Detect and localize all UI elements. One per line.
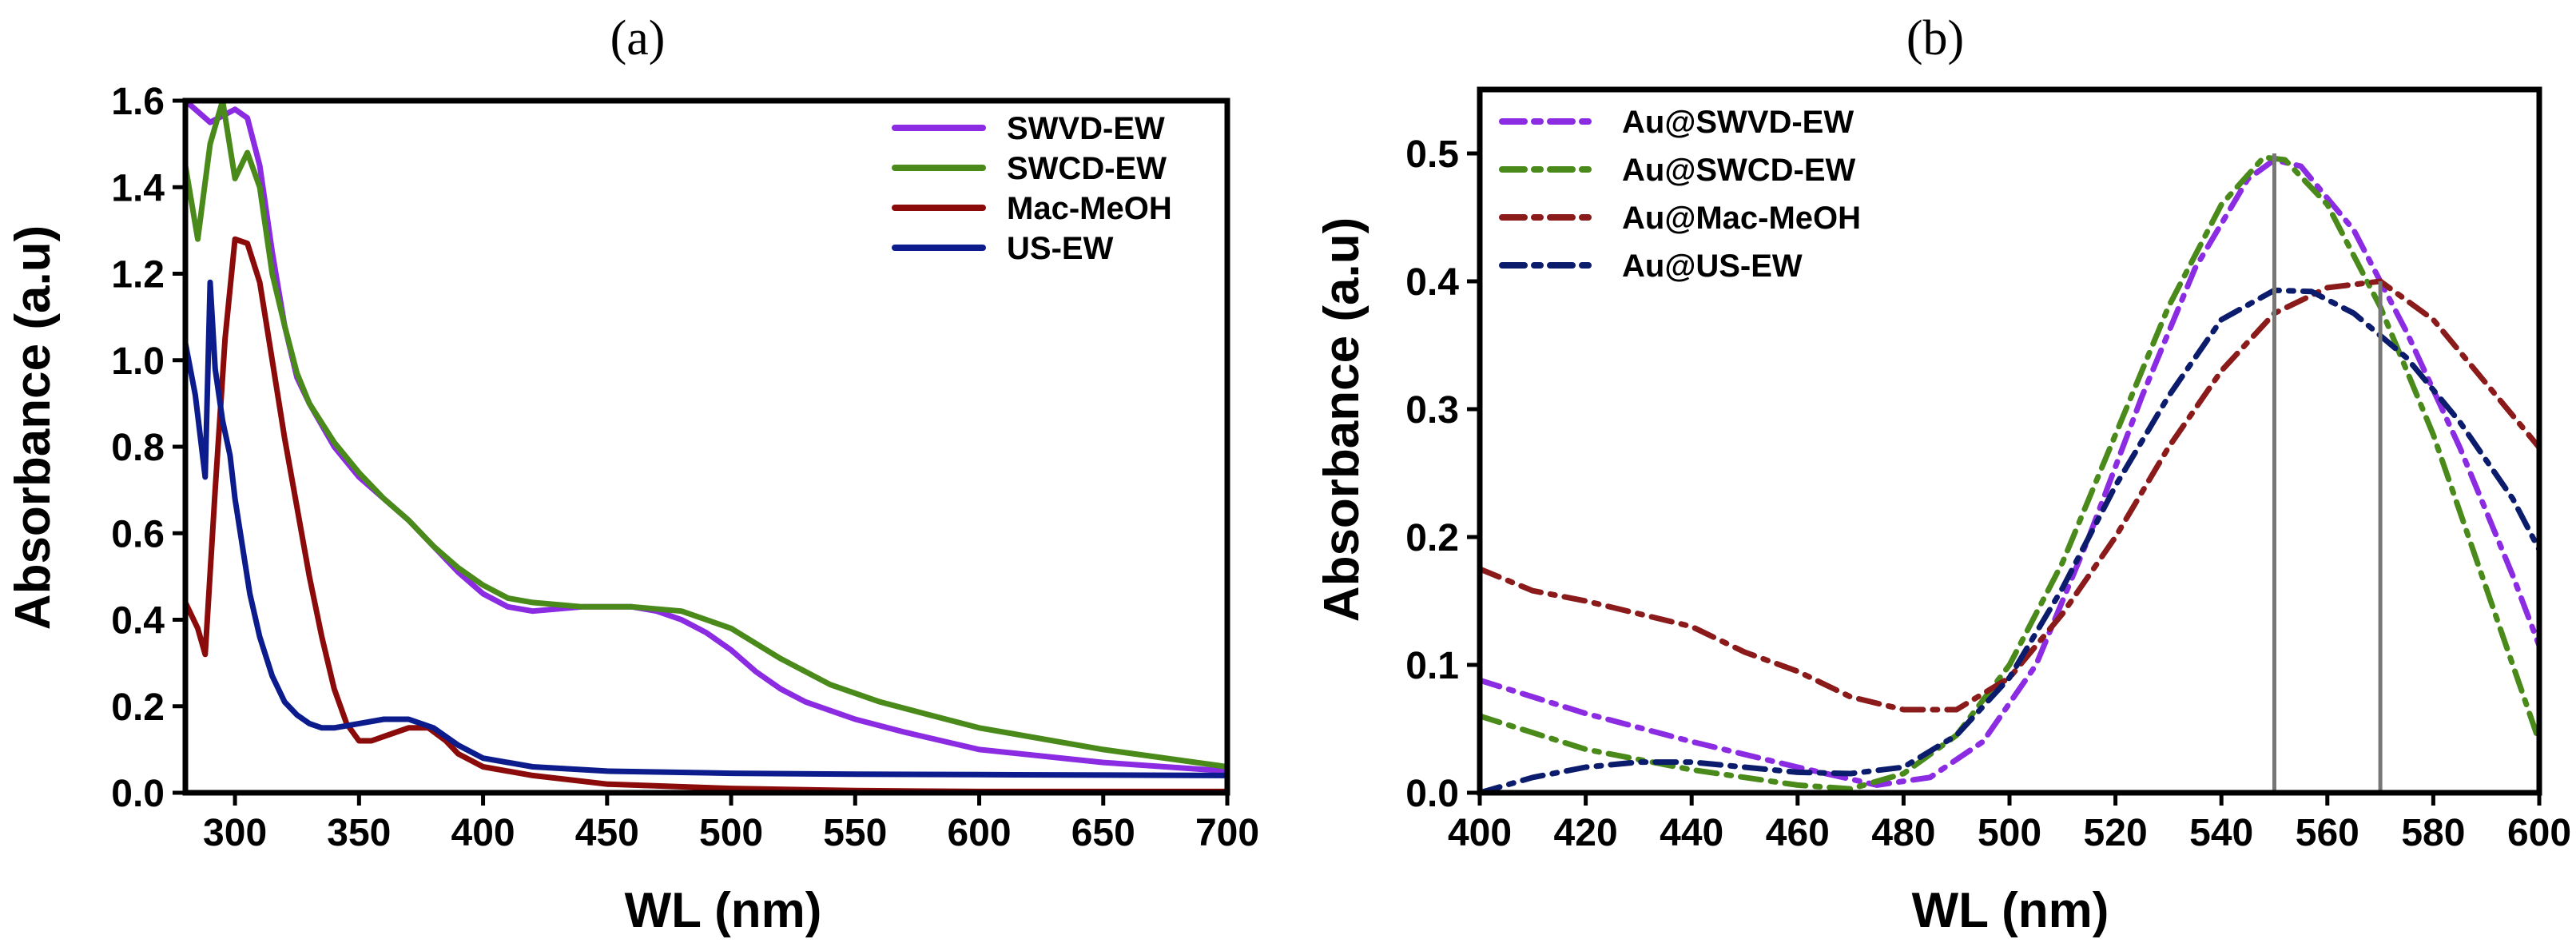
- panel-a-series-line-4: [185, 279, 1227, 778]
- panel-a-y-tick-label: 0.4: [111, 600, 165, 643]
- panel-a-legend-label-3: Mac-MeOH: [1007, 191, 1172, 226]
- panel-a-series-line-2: [185, 101, 1227, 770]
- panel-b-x-tick-label: 580: [2401, 812, 2465, 854]
- panel-b-y-tick-label: 0.4: [1405, 261, 1459, 304]
- panel-b-y-tick-label: 0.5: [1405, 133, 1459, 176]
- panel-b-series: [1480, 153, 2539, 793]
- panel-b-x-axis-title: WL (nm): [1912, 883, 2109, 938]
- panel-a-series-line-1: [185, 101, 1227, 774]
- panel-a-series: [185, 101, 1227, 793]
- panel-a-x-tick-label: 650: [1071, 812, 1135, 854]
- panel-a-x-tick-label: 300: [203, 812, 267, 854]
- panel-a: (a) 300 350 400 450 500 550 600 650 700 0.0 0.2 0.4…: [6, 11, 1259, 938]
- panel-b-axes: 400 420 440 460 480 500 520 540 560 580 600 0.0 0.1 0…: [1405, 86, 2571, 854]
- panel-a-x-tick-label: 400: [451, 812, 515, 854]
- panel-a-y-tick-label: 0.8: [111, 427, 165, 469]
- panel-b-y-tick-label: 0.0: [1405, 773, 1459, 815]
- panel-a-x-tick-label: 550: [823, 812, 887, 854]
- panel-a-y-axis-title: Absorbance (a.u): [6, 225, 61, 630]
- panel-b-series-line-3: [1480, 278, 2539, 713]
- panel-a-x-tick-label: 700: [1195, 812, 1259, 854]
- panel-b-x-tick-label: 500: [1978, 812, 2041, 854]
- panel-b-x-tick-label: 600: [2507, 812, 2571, 854]
- panel-b-x-tick-label: 400: [1448, 812, 1512, 854]
- panel-a-axes: 300 350 400 450 500 550 600 650 700 0.0 0.2 0.4 0.6 0…: [111, 81, 1259, 854]
- panel-b: (b) 400 420 440 460 480 500 520 540 560 580 600 0.0…: [1314, 11, 2571, 938]
- panel-a-legend-label-2: SWCD-EW: [1007, 151, 1167, 186]
- panel-b-y-tick-label: 0.1: [1405, 645, 1459, 687]
- panel-a-x-tick-label: 500: [699, 812, 763, 854]
- panel-b-x-tick-label: 460: [1766, 812, 1830, 854]
- panel-b-legend-label-3: Au@Mac-MeOH: [1622, 201, 1861, 236]
- panel-b-x-tick-label: 540: [2189, 812, 2253, 854]
- panel-a-legend-label-1: SWVD-EW: [1007, 111, 1165, 146]
- panel-b-legend-label-1: Au@SWVD-EW: [1622, 105, 1854, 140]
- panel-a-x-tick-label: 600: [947, 812, 1011, 854]
- panel-b-y-tick-label: 0.3: [1405, 389, 1459, 432]
- panel-b-legend: Au@SWVD-EW Au@SWCD-EW Au@Mac-MeOH Au@US-EW: [1499, 105, 1861, 284]
- panel-a-y-tick-label: 1.0: [111, 340, 165, 383]
- panel-a-y-tick-label: 1.6: [111, 81, 165, 123]
- panel-b-x-tick-label: 480: [1871, 812, 1935, 854]
- panel-a-legend-label-4: US-EW: [1007, 231, 1114, 266]
- panel-b-legend-label-4: Au@US-EW: [1622, 249, 1803, 284]
- panel-a-series-line-3: [185, 236, 1227, 793]
- panel-b-series-line-1: [1480, 157, 2539, 788]
- panel-b-x-tick-label: 520: [2084, 812, 2148, 854]
- panel-b-title: (b): [1906, 11, 1964, 66]
- panel-b-x-tick-label: 440: [1660, 812, 1723, 854]
- panel-a-y-tick-label: 0.0: [111, 773, 165, 815]
- panel-a-x-tick-label: 350: [327, 812, 391, 854]
- panel-b-legend-label-2: Au@SWCD-EW: [1622, 153, 1856, 188]
- panel-a-y-tick-label: 0.6: [111, 513, 165, 555]
- panel-a-y-tick-label: 1.2: [111, 254, 165, 296]
- panel-a-title: (a): [610, 11, 666, 66]
- panel-b-x-tick-label: 420: [1554, 812, 1618, 854]
- panel-a-y-tick-label: 1.4: [111, 167, 165, 209]
- panel-a-x-axis-title: WL (nm): [625, 883, 822, 938]
- panel-a-x-tick-label: 450: [575, 812, 639, 854]
- panel-a-y-tick-label: 0.2: [111, 686, 165, 729]
- panel-b-y-tick-label: 0.2: [1405, 517, 1459, 559]
- panel-b-x-tick-label: 560: [2296, 812, 2359, 854]
- panel-a-legend: SWVD-EW SWCD-EW Mac-MeOH US-EW: [892, 111, 1172, 266]
- panel-b-y-axis-title: Absorbance (a.u): [1314, 217, 1369, 622]
